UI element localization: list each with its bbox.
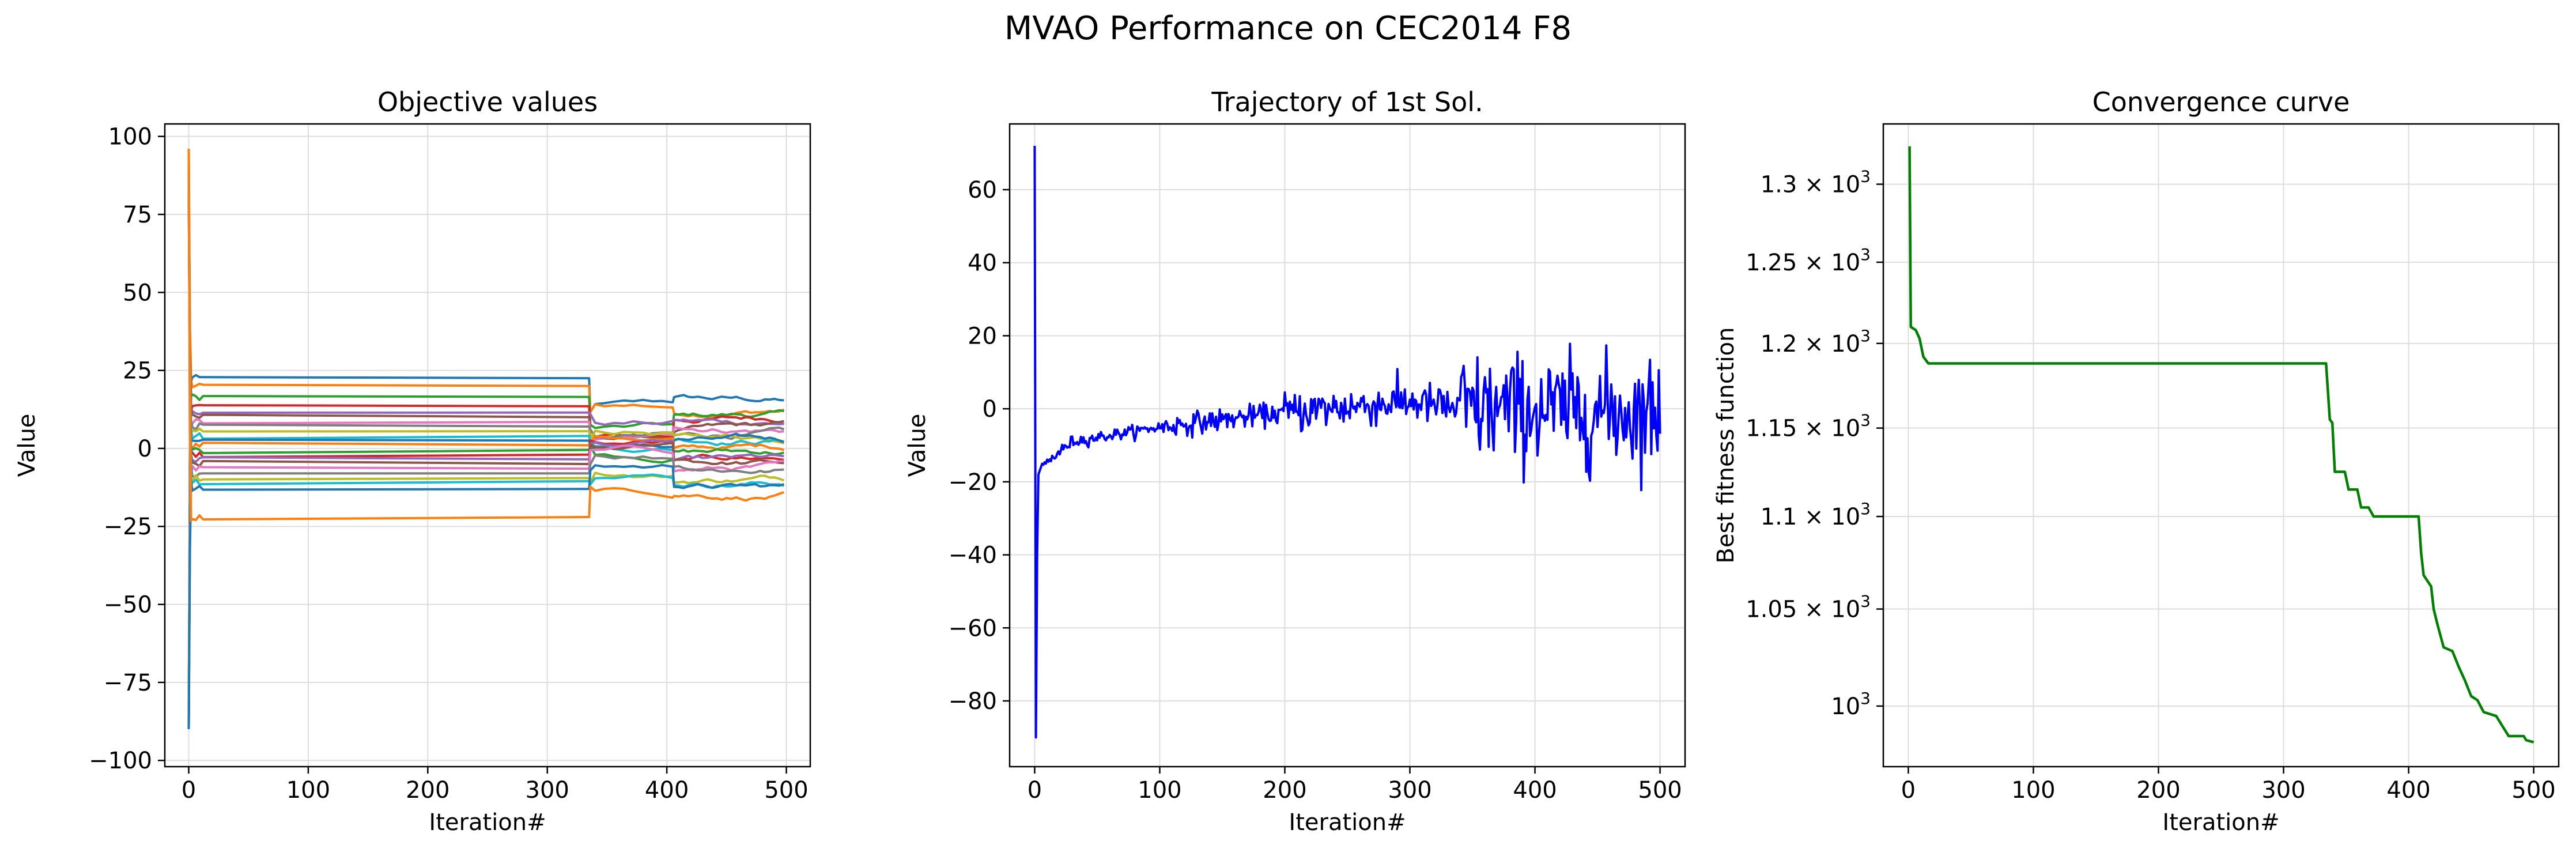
trajectory-line [1033, 145, 1661, 739]
y-tick-label: −20 [949, 469, 997, 496]
series-line [187, 374, 784, 730]
subplots: 0 100 200 300 400 500−100−75−50−250255075100O… [14, 86, 2560, 836]
convergence-line [1908, 146, 2535, 744]
convergence-axes: 0 100 200 300 400 500 103 1.05 × 103 1.1 × 103 1.… [1713, 86, 2560, 836]
trajectory-title: Trajectory of 1st Sol. [1211, 86, 1483, 118]
objective-axes: 0 100 200 300 400 500 −100 −75 −50 −25 0 25 50 75 100 O… [14, 86, 811, 836]
y-tick-label: −100 [89, 748, 152, 774]
series-line [187, 472, 785, 698]
x-tick-label: 100 [1138, 777, 1181, 804]
convergence-plot-area [1908, 146, 2535, 744]
trajectory-axes: 0 100 200 300 400 500 −80 −60 −40 −20 0 20 40 60 Traje… [904, 86, 1686, 836]
y-tick-label: 1.2 × 103 [1761, 326, 1871, 357]
y-tick-label: −75 [104, 670, 152, 696]
y-tick-label: −40 [949, 542, 997, 569]
series-line [187, 407, 784, 711]
x-tick-label: 300 [2261, 777, 2305, 804]
y-tick-label: 20 [968, 323, 997, 349]
y-tick-label: 25 [123, 358, 152, 384]
y-tick-label: 0 [138, 436, 152, 462]
series-line [187, 193, 784, 442]
series-line [187, 180, 784, 453]
x-tick-label: 100 [286, 777, 330, 804]
series-line [187, 432, 784, 730]
x-tick-label: 500 [764, 777, 808, 804]
x-tick-label: 200 [1263, 777, 1306, 804]
trajectory-grid [1010, 124, 1685, 767]
x-tick-label: 0 [182, 777, 196, 804]
figure-title: MVAO Performance on CEC2014 F8 [1004, 10, 1572, 47]
y-tick-label: 50 [123, 280, 152, 306]
y-tick-label: 0 [983, 396, 997, 423]
y-tick-label: −25 [104, 514, 152, 540]
y-tick-label: 103 [1831, 689, 1871, 720]
y-tick-label: 75 [123, 202, 152, 228]
series-line [187, 174, 784, 439]
series-line [187, 445, 784, 723]
trajectory-ylabel: Value [904, 414, 931, 477]
series-line [187, 463, 784, 730]
convergence-frame [1882, 123, 2560, 768]
series-line [187, 444, 784, 717]
x-tick-label: 300 [526, 777, 569, 804]
objective-xlabel: Iteration# [429, 809, 546, 836]
x-tick-label: 200 [406, 777, 450, 804]
objective-ylabel: Value [14, 414, 40, 477]
y-tick-label: 40 [968, 250, 997, 277]
y-tick-label: 1.15 × 103 [1746, 411, 1871, 442]
objective-grid [165, 124, 810, 767]
x-tick-label: 200 [2136, 777, 2180, 804]
trajectory-xlabel: Iteration# [1289, 809, 1406, 836]
y-tick-label: −80 [949, 688, 997, 715]
y-tick-label: 60 [968, 177, 997, 203]
objective-title: Objective values [377, 86, 598, 118]
series-line [187, 149, 785, 522]
series-line [187, 149, 785, 418]
y-tick-label: 1.25 × 103 [1746, 245, 1871, 276]
y-tick-label: −60 [949, 615, 997, 642]
convergence-grid [1883, 124, 2559, 767]
convergence-xlabel: Iteration# [2162, 809, 2279, 836]
trajectory-plot-area [1033, 145, 1661, 739]
convergence-title: Convergence curve [2092, 86, 2350, 118]
series-line [187, 427, 784, 698]
x-tick-label: 400 [1513, 777, 1557, 804]
x-tick-label: 100 [2011, 777, 2055, 804]
x-tick-label: 400 [645, 777, 689, 804]
series-line [187, 439, 784, 711]
y-tick-label: 100 [108, 124, 152, 150]
y-tick-label: 1.1 × 103 [1761, 499, 1871, 530]
y-tick-label: 1.3 × 103 [1761, 167, 1871, 198]
x-tick-label: 500 [2511, 777, 2555, 804]
objective-plot-area [187, 149, 785, 730]
x-tick-label: 400 [2386, 777, 2430, 804]
x-tick-label: 0 [1028, 777, 1042, 804]
objective-frame [164, 123, 811, 768]
x-tick-label: 500 [1638, 777, 1682, 804]
y-tick-label: −50 [104, 592, 152, 619]
x-tick-label: 0 [1901, 777, 1916, 804]
y-tick-label: 1.05 × 103 [1746, 592, 1871, 623]
trajectory-frame [1009, 123, 1686, 768]
x-tick-label: 300 [1388, 777, 1431, 804]
convergence-ylabel: Best fitness function [1713, 327, 1739, 564]
